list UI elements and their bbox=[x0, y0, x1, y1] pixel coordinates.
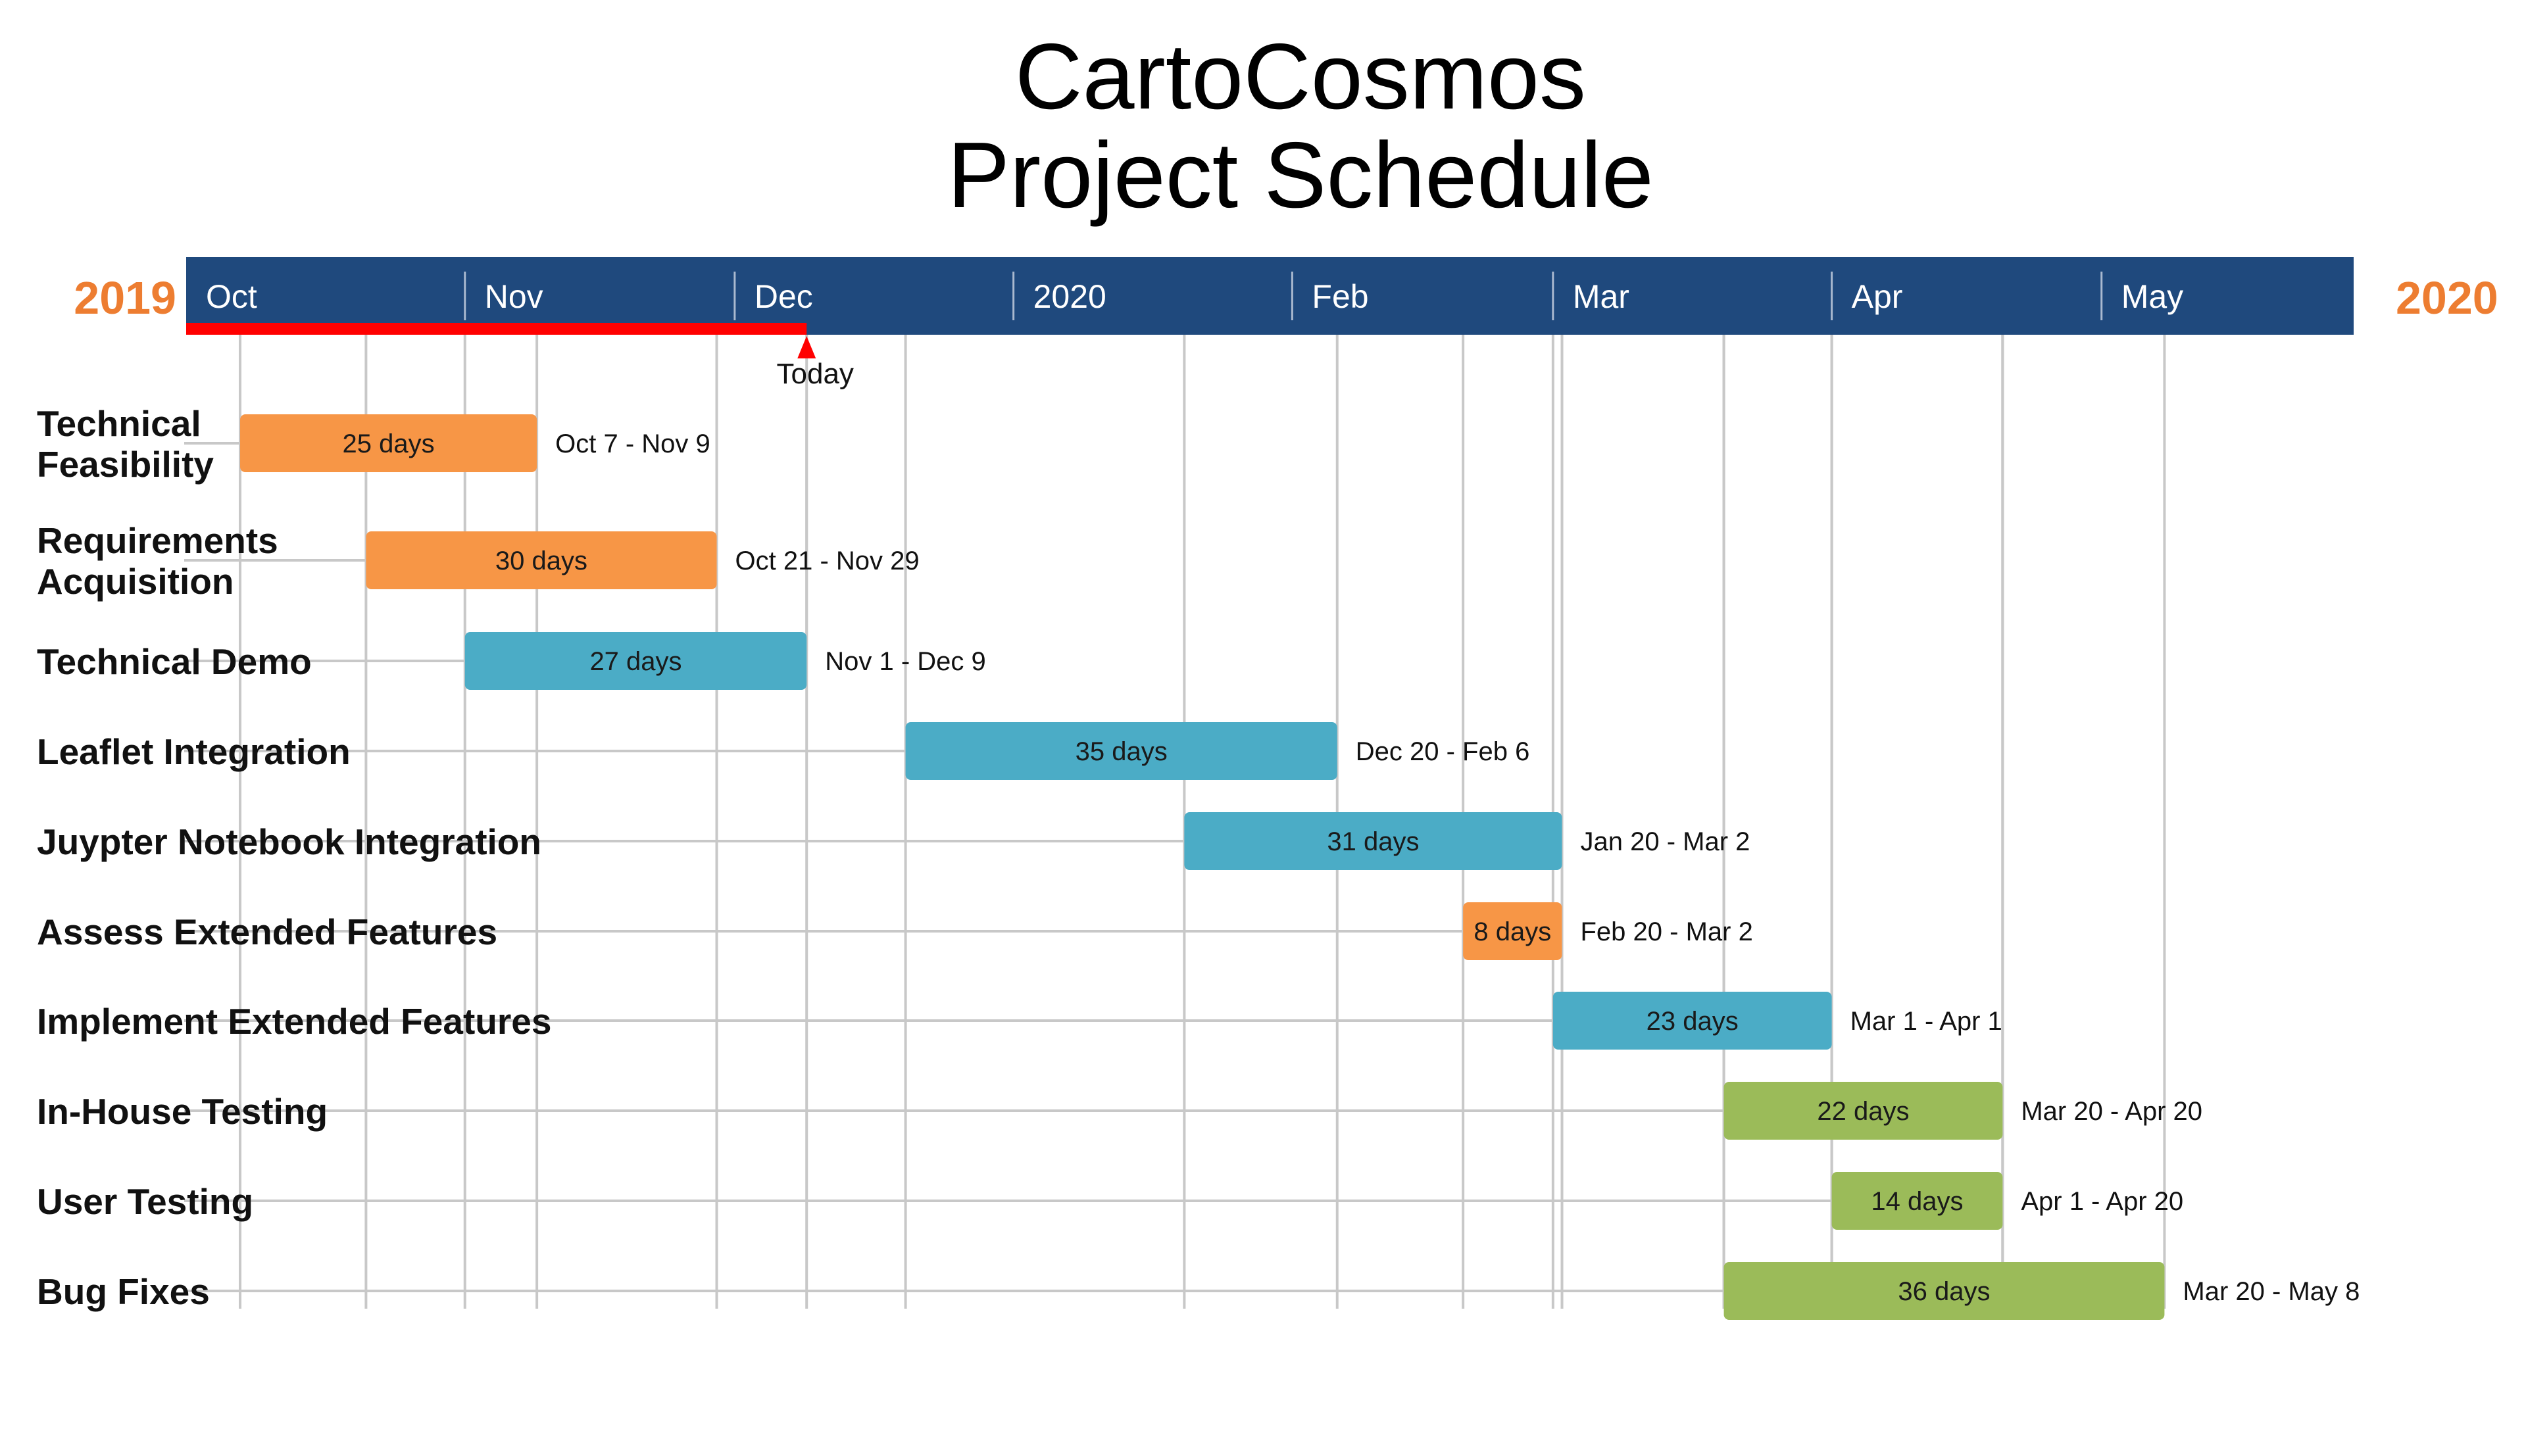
task-name-label: Juypter Notebook Integration bbox=[37, 821, 541, 862]
timeline-band-bar bbox=[186, 257, 2354, 335]
task-duration-label: 30 days bbox=[495, 546, 587, 575]
task-bar bbox=[1723, 1262, 2165, 1320]
task-date-range-label: Jan 20 - Mar 2 bbox=[1581, 827, 1750, 856]
task-name-label: Leaflet Integration bbox=[37, 731, 351, 772]
task-name-label: Technical bbox=[37, 403, 201, 444]
task-name-label: Acquisition bbox=[37, 561, 234, 602]
today-arrow-icon bbox=[797, 336, 816, 358]
task-date-range-label: Mar 20 - Apr 20 bbox=[2021, 1097, 2202, 1126]
task-bar bbox=[464, 632, 807, 690]
elapsed-progress-bar bbox=[186, 323, 807, 335]
task-date-range-label: Oct 7 - Nov 9 bbox=[555, 429, 710, 458]
task-duration-label: 31 days bbox=[1327, 827, 1419, 856]
year-start-label: 2019 bbox=[74, 272, 176, 324]
task-duration-label: 27 days bbox=[589, 647, 681, 676]
task-date-range-label: Feb 20 - Mar 2 bbox=[1581, 917, 1753, 946]
task-date-range-label: Mar 1 - Apr 1 bbox=[1850, 1007, 2002, 1036]
task-duration-label: 22 days bbox=[1817, 1097, 1909, 1126]
task-bar bbox=[1463, 902, 1562, 960]
task-bar bbox=[1552, 992, 1832, 1050]
month-tick-label: Apr bbox=[1852, 278, 1903, 315]
task-name-label: Bug Fixes bbox=[37, 1271, 210, 1312]
task-bar bbox=[1184, 812, 1562, 870]
task-name-label: Requirements bbox=[37, 520, 278, 561]
task-date-range-label: Dec 20 - Feb 6 bbox=[1356, 737, 1530, 766]
task-name-label: In-House Testing bbox=[37, 1091, 328, 1132]
task-date-range-label: Oct 21 - Nov 29 bbox=[735, 546, 920, 575]
task-duration-label: 8 days bbox=[1474, 917, 1551, 946]
task-duration-label: 35 days bbox=[1076, 737, 1168, 766]
month-tick-label: Feb bbox=[1312, 278, 1368, 315]
task-date-range-label: Mar 20 - May 8 bbox=[2183, 1277, 2360, 1306]
task-duration-label: 14 days bbox=[1871, 1187, 1963, 1216]
month-tick-label: Dec bbox=[755, 278, 813, 315]
task-name-label: Implement Extended Features bbox=[37, 1001, 551, 1042]
task-date-range-label: Apr 1 - Apr 20 bbox=[2021, 1187, 2183, 1216]
month-tick-label: 2020 bbox=[1033, 278, 1106, 315]
task-bar bbox=[1723, 1082, 2003, 1140]
timeline-band: Oct Nov Dec 2020 Feb Mar Apr May 2019 2020 bbox=[74, 257, 2498, 335]
task-bar bbox=[905, 722, 1337, 780]
task-duration-label: 36 days bbox=[1898, 1277, 1990, 1306]
month-tick-label: Oct bbox=[206, 278, 257, 315]
chart-title-line: Project Schedule bbox=[947, 123, 1654, 228]
task-duration-label: 25 days bbox=[343, 429, 435, 458]
today-label: Today bbox=[777, 358, 854, 390]
task-bar bbox=[1831, 1172, 2003, 1230]
task-name-label: Feasibility bbox=[37, 444, 214, 485]
month-tick-label: Nov bbox=[485, 278, 543, 315]
task-name-label: Technical Demo bbox=[37, 641, 312, 682]
chart-title-line: CartoCosmos bbox=[1015, 24, 1586, 129]
task-name-label: User Testing bbox=[37, 1181, 253, 1222]
task-name-label: Assess Extended Features bbox=[37, 911, 497, 952]
month-tick-label: May bbox=[2121, 278, 2183, 315]
task-bar bbox=[240, 414, 537, 472]
task-bars: 25 days Oct 7 - Nov 9 30 days Oct 21 - Nov … bbox=[240, 414, 2360, 1320]
year-end-label: 2020 bbox=[2396, 272, 2498, 324]
month-tick-label: Mar bbox=[1573, 278, 1629, 315]
today-marker-group: Today bbox=[186, 323, 854, 390]
task-date-range-label: Nov 1 - Dec 9 bbox=[825, 647, 986, 676]
task-duration-label: 23 days bbox=[1647, 1007, 1739, 1036]
task-bar bbox=[366, 531, 717, 589]
